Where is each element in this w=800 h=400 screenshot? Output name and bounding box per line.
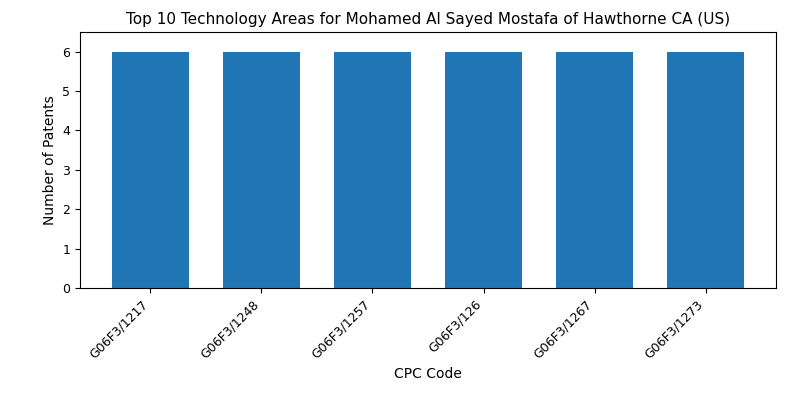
Title: Top 10 Technology Areas for Mohamed Al Sayed Mostafa of Hawthorne CA (US): Top 10 Technology Areas for Mohamed Al S…: [126, 12, 730, 27]
Bar: [556, 52, 634, 288]
Bar: [112, 52, 190, 288]
Bar: [222, 52, 300, 288]
Bar: [445, 52, 522, 288]
Bar: [334, 52, 411, 288]
Y-axis label: Number of Patents: Number of Patents: [42, 95, 57, 225]
Bar: [666, 52, 744, 288]
X-axis label: CPC Code: CPC Code: [394, 367, 462, 381]
